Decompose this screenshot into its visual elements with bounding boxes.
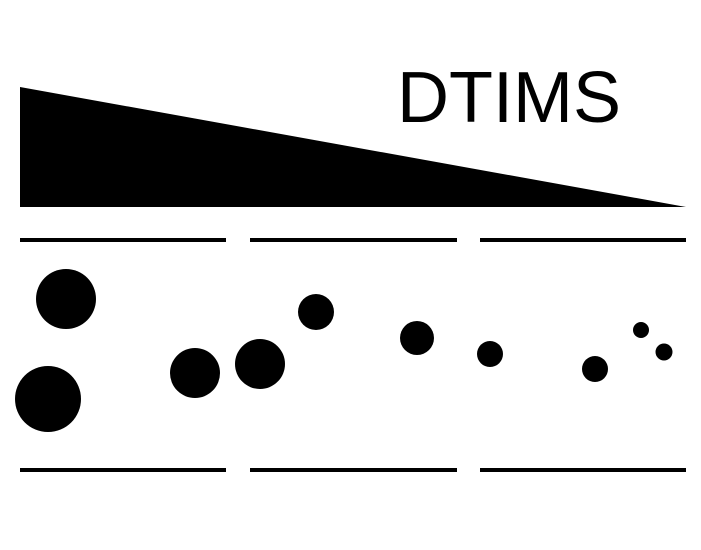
circle-4 [235, 339, 285, 389]
circle-9 [633, 322, 649, 338]
circle-8 [582, 356, 608, 382]
circle-2 [15, 366, 81, 432]
circle-7 [477, 341, 503, 367]
decreasing-wedge [20, 87, 686, 207]
diagram-title: DTIMS [397, 58, 621, 138]
circle-10 [655, 343, 673, 361]
circle-3 [170, 348, 220, 398]
circle-6 [400, 321, 434, 355]
circle-5 [298, 294, 334, 330]
circle-1 [36, 269, 96, 329]
